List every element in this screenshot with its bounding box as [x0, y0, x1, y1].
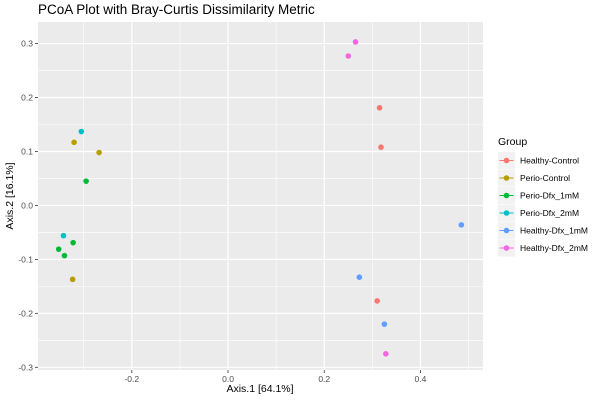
legend-key-point [503, 245, 510, 251]
legend-key-point [503, 175, 510, 181]
data-point [61, 252, 68, 259]
x-axis-title: Axis.1 [64.1%] [226, 383, 293, 395]
legend-label: Healthy-Control [520, 156, 579, 166]
data-point [83, 178, 89, 184]
y-axis-title: Axis.2 [16.1%] [4, 162, 16, 229]
legend: Group Healthy-Control Perio-Control Perio-… [498, 136, 588, 257]
gridlines [38, 22, 483, 370]
data-point [352, 39, 359, 45]
data-point [60, 232, 67, 239]
data-point [376, 104, 383, 111]
x-tick-label: 0.4 [415, 374, 427, 384]
y-tick-label: 0.3 [21, 39, 33, 49]
y-tick-label: 0.2 [21, 93, 33, 103]
y-tick-label: -0.1 [18, 254, 33, 264]
legend-label: Perio-Dfx_2mM [520, 208, 579, 218]
legend-key-point [503, 227, 510, 234]
x-tick-label: 0.0 [222, 374, 234, 384]
y-tick-label: -0.2 [18, 308, 33, 318]
data-point [71, 139, 77, 146]
data-point [383, 351, 389, 357]
data-point [70, 239, 76, 246]
data-point [356, 274, 363, 281]
legend-label: Healthy-Dfx_2mM [520, 243, 588, 253]
legend-key-point [503, 210, 510, 216]
x-tick-label: 0.2 [318, 374, 330, 384]
data-point [55, 246, 62, 252]
y-axis: -0.3 -0.2 -0.1 0.0 0.1 0.2 0.3 [18, 39, 38, 372]
data-point [345, 53, 352, 59]
x-tick-label: -0.2 [124, 374, 139, 384]
data-point [96, 149, 102, 156]
data-points [55, 39, 465, 357]
chart-title: PCoA Plot with Bray-Curtis Dissimilarity… [38, 2, 315, 17]
y-tick-label: -0.3 [18, 362, 33, 372]
data-point [381, 321, 388, 327]
legend-key-point [503, 157, 510, 164]
plot-panel [38, 22, 483, 370]
data-point [69, 276, 76, 283]
legend-title: Group [498, 136, 527, 148]
data-point [78, 128, 85, 135]
y-tick-label: 0.1 [21, 146, 33, 156]
legend-label: Perio-Control [520, 173, 570, 183]
legend-key-point [503, 192, 510, 199]
data-point [374, 298, 380, 304]
legend-label: Perio-Dfx_1mM [520, 191, 579, 201]
x-axis: -0.2 0.0 0.2 0.4 [124, 370, 427, 384]
data-point [458, 222, 465, 228]
y-tick-label: 0.0 [21, 200, 33, 210]
data-point [378, 144, 384, 150]
legend-label: Healthy-Dfx_1mM [520, 226, 588, 236]
